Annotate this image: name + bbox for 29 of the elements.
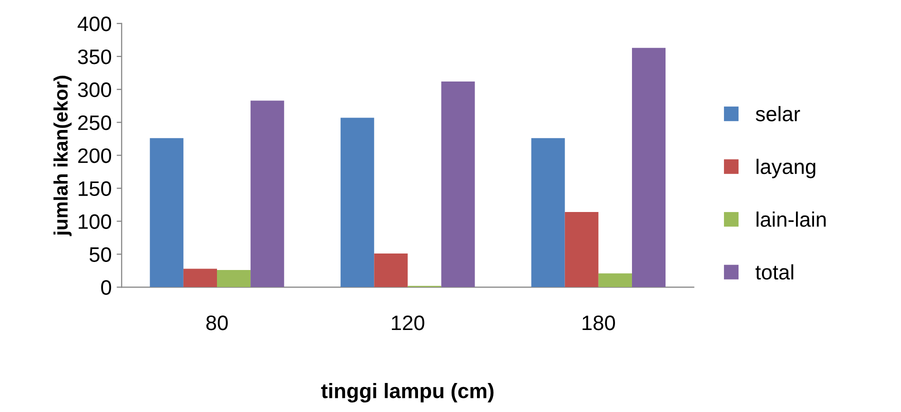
y-tick-label: 100: [78, 214, 112, 229]
y-tick-label: 0: [101, 280, 112, 295]
bar: [441, 81, 475, 288]
y-axis-title: jumlah ikan(ekor): [53, 76, 72, 236]
y-tick-label: 50: [90, 247, 112, 262]
y-tick-label: 300: [78, 82, 112, 98]
y-tick-label: 200: [78, 148, 112, 164]
legend-label: layang: [756, 158, 816, 178]
bar: [374, 254, 408, 288]
x-tick-label: 120: [392, 315, 424, 330]
y-tick-label: 250: [78, 115, 112, 130]
bar: [340, 118, 374, 288]
x-tick-label: 80: [206, 315, 228, 330]
y-tick-label: 400: [78, 16, 112, 32]
bar: [216, 270, 251, 288]
bar: [183, 268, 217, 288]
y-tick-label: 350: [78, 49, 112, 64]
bar: [531, 138, 565, 288]
legend-label: total: [756, 264, 794, 280]
legend-label: selar: [756, 106, 800, 122]
bar: [250, 100, 284, 288]
y-tick-label: 150: [78, 181, 112, 196]
bar: [150, 138, 184, 288]
x-axis-title: tinggi lampu (cm): [321, 382, 494, 402]
bar: [632, 48, 666, 288]
bar: [598, 273, 632, 288]
legend-label: lain-lain: [756, 212, 826, 227]
x-tick-label: 180: [582, 315, 615, 330]
bar: [564, 212, 598, 288]
